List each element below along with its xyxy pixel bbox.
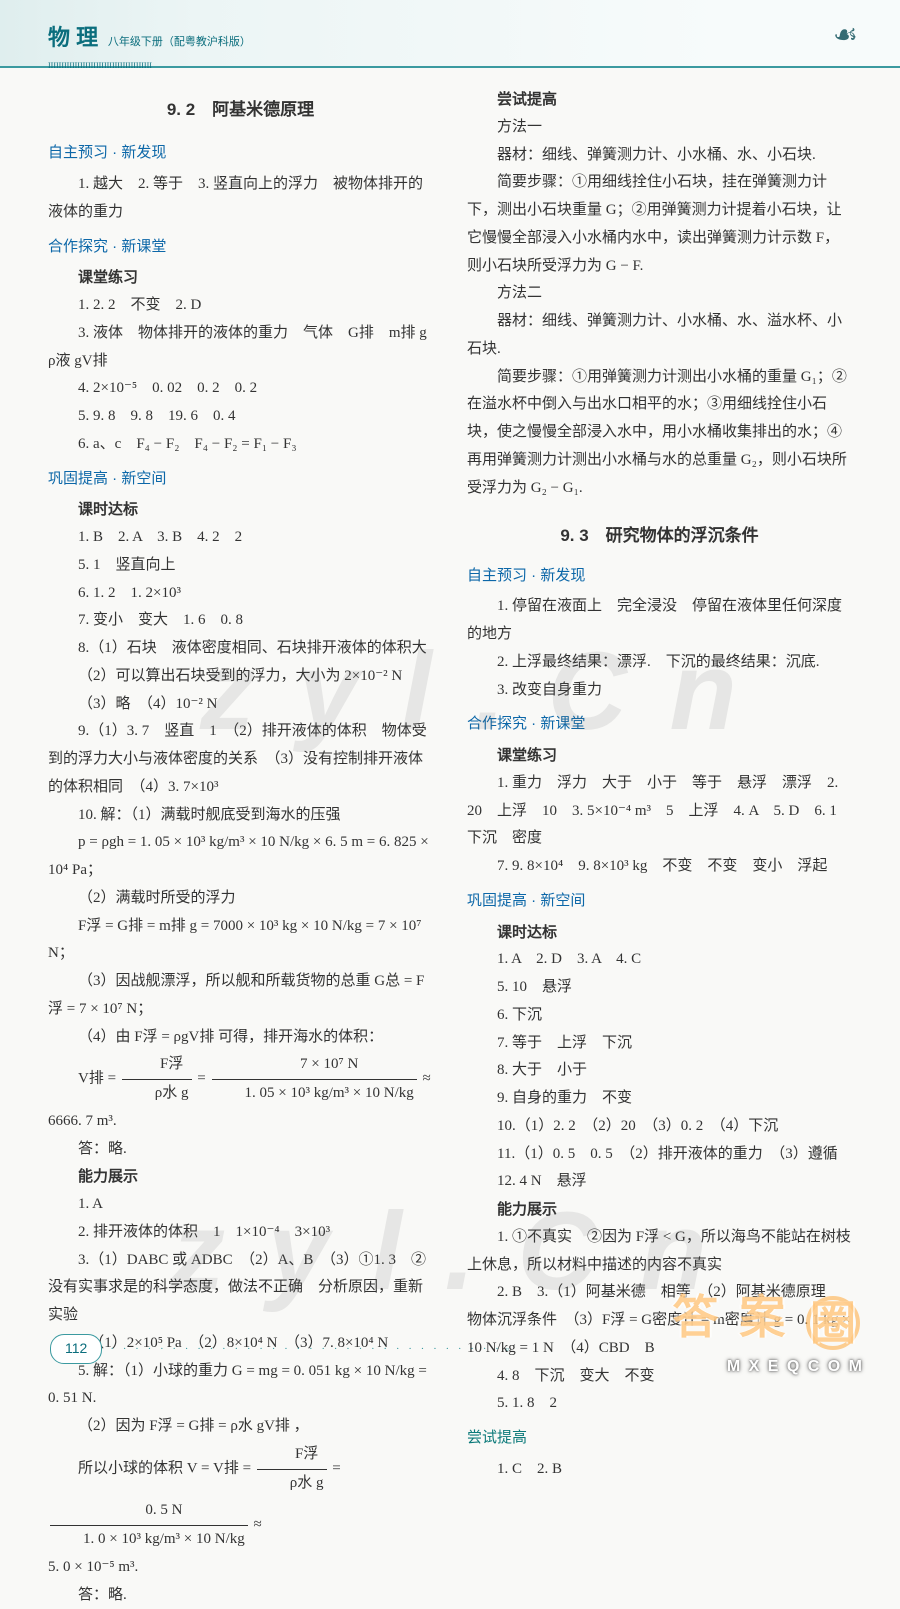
ans-line: 3.（1）DABC 或 ADBC （2）A、B （3）①1. 3 ②没有实事求是… [48, 1247, 433, 1330]
ans-line: 1. A 2. D 3. A 4. C [467, 946, 852, 974]
ans-line: 3. 液体 物体排开的液体的重力 气体 G排 m排 g ρ液 gV排 [48, 320, 433, 376]
ans-line: （2）因为 F浮 = G排 = ρ水 gV排 ， [48, 1413, 433, 1441]
ans-line: 3. 改变自身重力 [467, 677, 852, 705]
fraction: 7 × 10⁷ N1. 05 × 10³ kg/m³ × 10 N/kg [212, 1051, 417, 1108]
stamp-ring: 圈 [806, 1296, 860, 1350]
ans-line: 5. 0 × 10⁻⁵ m³. [48, 1554, 433, 1582]
ans-line: 简要步骤：①用细线拴住小石块，挂在弹簧测力计下，测出小石块重量 G；②用弹簧测力… [467, 169, 852, 280]
ans-line: （2）满载时所受的浮力 [48, 885, 433, 913]
ans-line: 6. 下沉 [467, 1002, 852, 1030]
ans-line: （4）由 F浮 = ρgV排 可得，排开海水的体积： [48, 1024, 433, 1052]
ans-line: （3）因战舰漂浮，所以舰和所载货物的总重 G总 = F浮 = 7 × 10⁷ N… [48, 968, 433, 1024]
head-nengli-right: 能力展示 [467, 1196, 852, 1224]
ans-line: 11.（1）0. 5 0. 5 （2）排开液体的重力 （3）遵循 [467, 1141, 852, 1169]
mxeq-watermark: M X E Q C O M [727, 1352, 864, 1382]
page-header: 物 理 八年级下册（配粤教沪科版） IIIIIIIIIIIIIIIIIIIIII… [0, 0, 900, 68]
ans-line: （3）略 （4）10⁻² N [48, 691, 433, 719]
ans-line: （2）可以算出石块受到的浮力，大小为 2×10⁻² N [48, 663, 433, 691]
ans-line: 1. A [48, 1191, 433, 1219]
page-root: 物 理 八年级下册（配粤教沪科版） IIIIIIIIIIIIIIIIIIIIII… [0, 0, 900, 1390]
head-ketang-right: 课堂练习 [467, 742, 852, 770]
subject-title: 物 理 [48, 18, 98, 59]
ans-line: 1. 2. 2 不变 2. D [48, 292, 433, 320]
ans-line: 12. 4 N 悬浮 [467, 1168, 852, 1196]
ans-line: 简要步骤：①用弹簧测力计测出小水桶的重量 G₁；②在溢水杯中倒入与出水口相平的水… [467, 364, 852, 503]
formula-pre: V排 = [78, 1071, 120, 1087]
ans-line: 答：略. [48, 1582, 433, 1609]
section-9-3-title: 9. 3 研究物体的浮沉条件 [467, 520, 852, 551]
fraction: F浮ρ水 g [122, 1051, 192, 1108]
page-dots: · · · · · · · · · · · · · · · · · · · · … [110, 1339, 509, 1359]
ans-line: F浮 = G排 = m排 g = 7000 × 10³ kg × 10 N/kg… [48, 913, 433, 969]
page-number: 112 [50, 1334, 102, 1364]
ans-line: 1. C 2. B [467, 1456, 852, 1484]
ans-line: 5. 9. 8 9. 8 19. 6 0. 4 [48, 403, 433, 431]
head-zizhu-right: 自主预习 · 新发现 [467, 562, 852, 590]
ans-line: 1. B 2. A 3. B 4. 2 2 [48, 524, 433, 552]
ans-line: 1. 停留在液面上 完全浸没 停留在液体里任何深度的地方 [467, 593, 852, 649]
head-gonggu-left: 巩固提高 · 新空间 [48, 465, 433, 493]
head-hezuo-right: 合作探究 · 新课堂 [467, 710, 852, 738]
ans-line: 5. 10 悬浮 [467, 974, 852, 1002]
ans-line: 1. 越大 2. 等于 3. 竖直向上的浮力 被物体排开的液体的重力 [48, 171, 433, 227]
head-changshi-right-top: 尝试提高 [467, 86, 852, 114]
stamp-text: 答 案 [672, 1291, 789, 1343]
ans-line: 8. 大于 小于 [467, 1057, 852, 1085]
head-ketang-left: 课堂练习 [48, 264, 433, 292]
ans-line: 1. 重力 浮力 大于 小于 等于 悬浮 漂浮 2. 20 上浮 10 3. 5… [467, 770, 852, 853]
ans-line: 10. 解：（1）满载时舰底受到海水的压强 [48, 802, 433, 830]
ans-line: 2. 排开液体的体积 1 1×10⁻⁴ 3×10³ [48, 1219, 433, 1247]
ans-line: 2. 上浮最终结果：漂浮. 下沉的最终结果：沉底. [467, 649, 852, 677]
ans-line: 5. 1 竖直向上 [48, 552, 433, 580]
left-column: 9. 2 阿基米德原理 自主预习 · 新发现 1. 越大 2. 等于 3. 竖直… [48, 86, 433, 1609]
ans-line: 答：略. [48, 1136, 433, 1164]
ans-line: 器材：细线、弹簧测力计、小水桶、水、溢水杯、小石块. [467, 308, 852, 364]
head-keshi-right: 课时达标 [467, 919, 852, 947]
head-hezuo-left: 合作探究 · 新课堂 [48, 233, 433, 261]
ans-line: 5. 1. 8 2 [467, 1390, 852, 1418]
formula-pre: 所以小球的体积 V = V排 = [78, 1461, 255, 1477]
ans-line: 6. 1. 2 1. 2×10³ [48, 580, 433, 608]
ans-line: 7. 9. 8×10⁴ 9. 8×10³ kg 不变 不变 变小 浮起 [467, 853, 852, 881]
fraction: F浮ρ水 g [257, 1441, 327, 1498]
ans-line: 5. 解：（1）小球的重力 G = mg = 0. 051 kg × 10 N/… [48, 1358, 433, 1414]
head-gonggu-right: 巩固提高 · 新空间 [467, 887, 852, 915]
page-number-wrap: 112 · · · · · · · · · · · · · · · · · · … [50, 1334, 509, 1364]
ans-line: 方法二 [467, 280, 852, 308]
formula-line: 所以小球的体积 V = V排 = F浮ρ水 g = 0. 5 N1. 0 × 1… [48, 1441, 433, 1554]
ans-line: 8.（1）石块 液体密度相同、石块排开液体的体积大 [48, 635, 433, 663]
ans-line: 器材：细线、弹簧测力计、小水桶、水、小石块. [467, 142, 852, 170]
answer-stamp: 答 案 圈 [672, 1275, 860, 1360]
head-zizhu-left: 自主预习 · 新发现 [48, 139, 433, 167]
head-nengli-left: 能力展示 [48, 1163, 433, 1191]
head-keshi-left: 课时达标 [48, 496, 433, 524]
ans-line: 4. 2×10⁻⁵ 0. 02 0. 2 0. 2 [48, 375, 433, 403]
ans-line: 10.（1）2. 2 （2）20 （3）0. 2 （4）下沉 [467, 1113, 852, 1141]
section-9-2-title: 9. 2 阿基米德原理 [48, 94, 433, 125]
ruler-marks: IIIIIIIIIIIIIIIIIIIIIIIIIIIIIIIIIIIIIII [48, 59, 852, 74]
grade-label: 八年级下册（配粤教沪科版） [108, 36, 251, 48]
ans-line: 1. ①不真实 ②因为 F浮 < G，所以海鸟不能站在树枝上休息，所以材料中描述… [467, 1224, 852, 1280]
ans-line: 方法一 [467, 114, 852, 142]
ans-line: 7. 等于 上浮 下沉 [467, 1030, 852, 1058]
ans-line: 9. 自身的重力 不变 [467, 1085, 852, 1113]
fraction: 0. 5 N1. 0 × 10³ kg/m³ × 10 N/kg [50, 1497, 248, 1554]
ans-line: 7. 变小 变大 1. 6 0. 8 [48, 607, 433, 635]
leaf-icon: ☙ [833, 10, 858, 62]
head-changshi-right: 尝试提高 [467, 1424, 852, 1452]
formula-line: V排 = F浮ρ水 g = 7 × 10⁷ N1. 05 × 10³ kg/m³… [48, 1051, 433, 1135]
ans-line: 9.（1）3. 7 竖直 1 （2）排开液体的体积 物体受到的浮力大小与液体密度… [48, 718, 433, 801]
ans-line: 6. a、c F₄ − F₂ F₄ − F₂ = F₁ − F₃ [48, 431, 433, 459]
ans-line: p = ρgh = 1. 05 × 10³ kg/m³ × 10 N/kg × … [48, 829, 433, 885]
